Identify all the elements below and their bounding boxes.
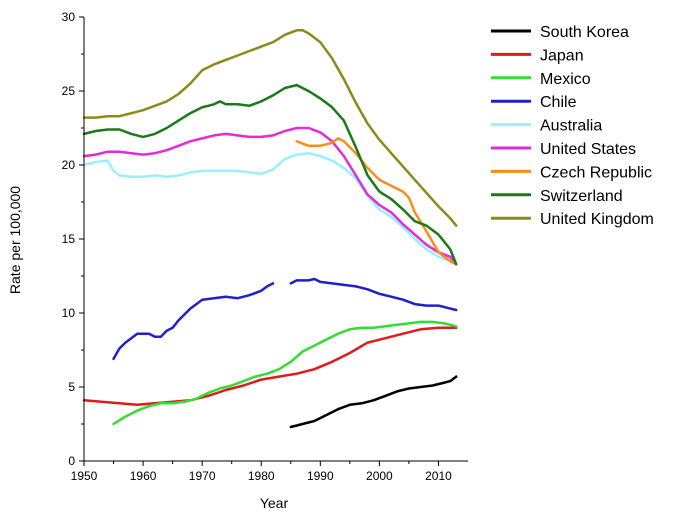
legend-label-switzerland: Switzerland: [540, 188, 623, 205]
legend-label-united-kingdom: United Kingdom: [540, 211, 654, 228]
x-tick-label: 1960: [130, 469, 157, 483]
x-axis-title: Year: [260, 495, 289, 511]
y-tick-label: 10: [62, 306, 76, 320]
x-tick-label: 1990: [307, 469, 334, 483]
y-tick-label: 5: [68, 380, 75, 394]
y-tick-label: 25: [62, 84, 76, 98]
y-tick-label: 15: [62, 232, 76, 246]
y-axis-title: Rate per 100,000: [7, 186, 23, 294]
legend-label-czech-republic: Czech Republic: [540, 164, 652, 181]
series-line-switzerland: [82, 83, 458, 266]
plot-lines: [82, 29, 458, 429]
legend-label-united-states: United States: [540, 141, 636, 158]
legend-label-south-korea: South Korea: [540, 24, 629, 41]
legend: South Korea Japan Mexico Chile Australia Unit…: [491, 24, 654, 228]
series-line-south-korea: [289, 375, 458, 429]
series-line-mexico: [112, 320, 458, 426]
x-tick-label: 1970: [189, 469, 216, 483]
series-line-czech-republic: [295, 137, 458, 266]
y-tick-label: 20: [62, 158, 76, 172]
legend-label-japan: Japan: [540, 47, 584, 64]
series-line-japan: [82, 326, 458, 407]
series-line-united-kingdom: [82, 29, 458, 227]
series-line-chile: [112, 277, 458, 361]
y-tick-label: 30: [62, 10, 76, 24]
x-tick-label: 1950: [71, 469, 98, 483]
x-tick-label: 2000: [366, 469, 393, 483]
legend-label-chile: Chile: [540, 94, 577, 111]
legend-label-mexico: Mexico: [540, 71, 591, 88]
series-line-australia: [82, 151, 458, 266]
axes: [83, 17, 468, 462]
legend-label-australia: Australia: [540, 118, 602, 135]
x-tick-label: 2010: [425, 469, 452, 483]
y-tick-label: 0: [68, 454, 75, 468]
x-tick-label: 1980: [248, 469, 275, 483]
ticks: 1950 1960 1970 1980 1990 2000 2010 0 5 10 15 20 25 30: [62, 10, 452, 483]
series-line-united-states: [82, 126, 458, 266]
